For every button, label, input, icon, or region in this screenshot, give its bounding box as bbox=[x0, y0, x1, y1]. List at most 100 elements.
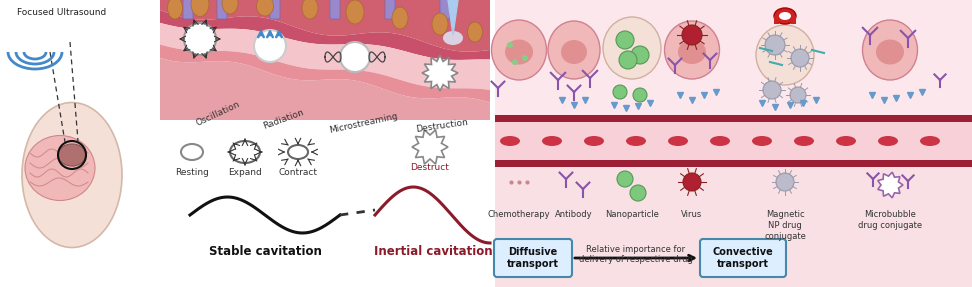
Circle shape bbox=[616, 31, 634, 49]
Polygon shape bbox=[448, 0, 458, 35]
FancyBboxPatch shape bbox=[385, 0, 395, 19]
Circle shape bbox=[507, 42, 513, 48]
FancyBboxPatch shape bbox=[774, 16, 779, 24]
Text: Relative importance for
delivery of respective drug: Relative importance for delivery of resp… bbox=[579, 245, 693, 264]
Ellipse shape bbox=[862, 20, 918, 80]
Polygon shape bbox=[160, 58, 490, 120]
Ellipse shape bbox=[432, 13, 448, 35]
Text: Antibody: Antibody bbox=[555, 210, 593, 219]
Ellipse shape bbox=[492, 20, 546, 80]
Polygon shape bbox=[160, 44, 490, 103]
Text: Expand: Expand bbox=[228, 168, 261, 177]
FancyBboxPatch shape bbox=[495, 122, 972, 160]
Ellipse shape bbox=[710, 136, 730, 146]
Text: Microstreaming: Microstreaming bbox=[328, 112, 399, 135]
Ellipse shape bbox=[779, 12, 791, 20]
Ellipse shape bbox=[678, 40, 706, 64]
Text: Chemotherapy: Chemotherapy bbox=[488, 210, 550, 219]
Polygon shape bbox=[160, 10, 490, 60]
Ellipse shape bbox=[774, 8, 796, 24]
Ellipse shape bbox=[876, 40, 904, 65]
Circle shape bbox=[633, 88, 647, 102]
Text: Nanoparticle: Nanoparticle bbox=[605, 210, 659, 219]
Polygon shape bbox=[412, 130, 448, 164]
Ellipse shape bbox=[230, 141, 260, 163]
Text: Diffusive
transport: Diffusive transport bbox=[507, 247, 559, 269]
FancyBboxPatch shape bbox=[495, 0, 972, 115]
Ellipse shape bbox=[668, 136, 688, 146]
Ellipse shape bbox=[257, 0, 273, 16]
Ellipse shape bbox=[665, 21, 719, 79]
Circle shape bbox=[763, 81, 781, 99]
Text: Resting: Resting bbox=[175, 168, 209, 177]
Ellipse shape bbox=[548, 21, 600, 79]
FancyBboxPatch shape bbox=[495, 167, 972, 287]
FancyBboxPatch shape bbox=[440, 0, 450, 19]
Ellipse shape bbox=[542, 136, 562, 146]
Ellipse shape bbox=[443, 31, 463, 45]
Ellipse shape bbox=[756, 25, 814, 85]
Ellipse shape bbox=[505, 40, 533, 65]
Ellipse shape bbox=[58, 144, 86, 166]
FancyBboxPatch shape bbox=[700, 239, 786, 277]
Circle shape bbox=[683, 173, 701, 191]
Circle shape bbox=[184, 23, 216, 55]
Ellipse shape bbox=[288, 145, 308, 159]
Circle shape bbox=[522, 55, 528, 61]
Ellipse shape bbox=[22, 102, 122, 247]
Ellipse shape bbox=[752, 136, 772, 146]
FancyBboxPatch shape bbox=[494, 239, 572, 277]
Ellipse shape bbox=[167, 0, 183, 19]
Ellipse shape bbox=[920, 136, 940, 146]
Ellipse shape bbox=[181, 144, 203, 160]
Circle shape bbox=[776, 173, 794, 191]
Ellipse shape bbox=[836, 136, 856, 146]
Circle shape bbox=[631, 46, 649, 64]
Ellipse shape bbox=[191, 0, 209, 16]
Text: Virus: Virus bbox=[681, 210, 703, 219]
Circle shape bbox=[617, 171, 633, 187]
Circle shape bbox=[765, 35, 785, 55]
Ellipse shape bbox=[222, 0, 238, 14]
Ellipse shape bbox=[561, 40, 587, 64]
Ellipse shape bbox=[584, 136, 604, 146]
FancyBboxPatch shape bbox=[330, 0, 340, 19]
Text: Convective
transport: Convective transport bbox=[712, 247, 774, 269]
Text: Destruct: Destruct bbox=[410, 163, 449, 172]
FancyBboxPatch shape bbox=[495, 115, 972, 122]
Polygon shape bbox=[422, 55, 458, 91]
Circle shape bbox=[630, 185, 646, 201]
FancyBboxPatch shape bbox=[495, 160, 972, 167]
FancyBboxPatch shape bbox=[791, 16, 796, 24]
Ellipse shape bbox=[346, 0, 364, 24]
Circle shape bbox=[682, 25, 702, 45]
Text: Inertial cavitation: Inertial cavitation bbox=[373, 245, 492, 258]
Ellipse shape bbox=[500, 136, 520, 146]
Text: Microbubble
drug conjugate: Microbubble drug conjugate bbox=[858, 210, 922, 230]
Ellipse shape bbox=[626, 136, 646, 146]
Circle shape bbox=[254, 30, 286, 62]
FancyBboxPatch shape bbox=[217, 0, 227, 19]
Text: Radiation: Radiation bbox=[262, 108, 305, 131]
Circle shape bbox=[619, 51, 637, 69]
Circle shape bbox=[791, 49, 809, 67]
Text: Destruction: Destruction bbox=[415, 118, 469, 134]
Text: Magnetic
NP drug
conjugate: Magnetic NP drug conjugate bbox=[764, 210, 806, 241]
FancyBboxPatch shape bbox=[183, 0, 193, 19]
Polygon shape bbox=[160, 0, 490, 52]
Text: Focused Ultrasound: Focused Ultrasound bbox=[17, 8, 107, 17]
Ellipse shape bbox=[603, 17, 661, 79]
Ellipse shape bbox=[794, 136, 814, 146]
Text: Oscillation: Oscillation bbox=[195, 100, 242, 128]
Polygon shape bbox=[160, 23, 490, 90]
Circle shape bbox=[512, 59, 518, 65]
Ellipse shape bbox=[302, 0, 318, 19]
Text: Stable cavitation: Stable cavitation bbox=[209, 245, 322, 258]
Text: Contract: Contract bbox=[279, 168, 318, 177]
Circle shape bbox=[613, 85, 627, 99]
FancyBboxPatch shape bbox=[270, 0, 280, 19]
Polygon shape bbox=[878, 172, 903, 198]
Ellipse shape bbox=[25, 135, 95, 201]
Circle shape bbox=[790, 87, 806, 103]
Ellipse shape bbox=[392, 7, 408, 29]
